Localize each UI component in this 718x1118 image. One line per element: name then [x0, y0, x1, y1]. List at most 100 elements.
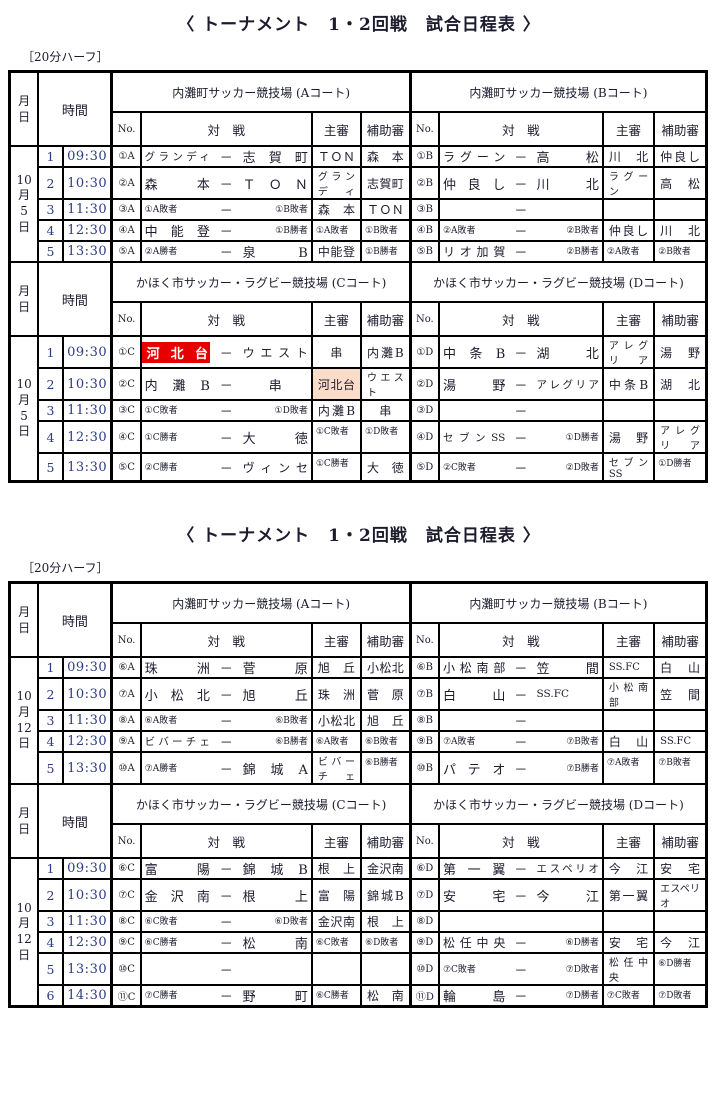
court-right-referee: ②A敗者	[602, 240, 656, 263]
court-left-match-cell: 森本 － ＴＯＮ	[140, 166, 313, 200]
court-right-assistant-referee: 安宅	[653, 857, 708, 880]
away-team-name: ②D敗者	[565, 462, 599, 473]
away-team: ⑥B敗者	[243, 712, 310, 729]
match-box: 森本 － ＴＯＮ	[142, 174, 310, 193]
court-right-match-no: ⑨D	[408, 931, 440, 954]
home-team: 中条B	[440, 343, 505, 362]
header-row-venues: 月日時間 内灘町サッカー競技場 (Aコート) 内灘町サッカー競技場 (Bコート)	[8, 581, 708, 658]
court-right-match-cell: ラグーン － 高松	[438, 145, 604, 168]
match-header: 対 戦	[140, 301, 313, 337]
referee-header: 主審	[311, 111, 363, 147]
match-box: ②C勝者 － ヴィンセ	[142, 458, 310, 477]
match-row: 5 13:30 ⑩A ⑦A勝者－錦城A ビバーチェ ⑥B勝者 ⑩B パテオ－ ⑦B勝者 ⑦A敗者 ⑦…	[10, 751, 708, 785]
vs-dash: －	[219, 405, 233, 420]
court-left-assistant-referee: 金沢南	[360, 857, 412, 880]
away-team-name: ②B敗者	[566, 226, 599, 236]
court-right-assistant-referee	[653, 198, 708, 221]
away-team: ①B勝者	[243, 222, 310, 239]
home-team-name: 安宅	[442, 889, 506, 905]
home-team	[142, 960, 210, 979]
kickoff-time: 12:30	[62, 931, 113, 954]
court-right-referee: SS.FC	[602, 656, 656, 679]
match-row: 2 10:30 ⑦A 小松北 － 旭丘 珠洲 菅原 ⑦B 白山 － SS.FC 小松南部 笠間	[10, 677, 708, 711]
court-right-referee: 今江	[602, 857, 656, 880]
away-team	[537, 201, 601, 218]
home-team-name: 中条B	[442, 346, 506, 362]
away-team: ⑦B敗者	[537, 733, 601, 750]
court-right-match-no: ③D	[408, 399, 440, 422]
match-box: 珠洲 － 菅原	[142, 659, 310, 676]
match-row: 10 月 5 日 1 09:30 ①A グランディ－志賀町 ＴＯＮ 森本 ①B ラグーン－高松 川北 仲良…	[8, 145, 708, 263]
court-left-referee: 河北台	[311, 367, 363, 401]
date-line: 5	[20, 204, 28, 218]
match-box: 富陽 － 錦城B	[142, 860, 310, 877]
court-right-match-no: ⑤B	[408, 240, 440, 263]
court-right-referee: ⑦A敗者	[602, 751, 656, 785]
court-left-referee: ＴＯＮ	[311, 145, 363, 168]
court-left-referee: 旭丘	[311, 656, 363, 679]
court-right-match-cell: セブンSS － ①D勝者	[438, 420, 604, 454]
kickoff-time: 13:30	[62, 952, 113, 986]
kickoff-time: 11:30	[62, 399, 113, 422]
court-left-assistant-referee: 串	[360, 399, 412, 422]
match-box: ①A敗者 － ①B敗者	[142, 201, 310, 218]
date-line: 日	[18, 219, 31, 234]
header-row-columns: No. 対 戦主審 補助審 No. 対 戦主審 補助審	[10, 823, 708, 859]
match-row: 3 11:30 ③A ①A敗者 － ①B敗者 森本 ＴＯＮ ③B －	[10, 198, 708, 221]
match-box: パテオ － ⑦B勝者	[440, 759, 601, 778]
court-left-referee: ⑥A敗者	[311, 730, 363, 753]
kickoff-time: 10:30	[62, 878, 113, 912]
match-box: ⑥C勝者 － 松南	[142, 934, 310, 952]
court-left-match-no: ③A	[110, 198, 142, 221]
vs-dash: －	[514, 937, 528, 952]
court-left-referee: ⑥C敗者	[311, 931, 363, 954]
home-team: ⑦A勝者	[142, 759, 210, 778]
row-number: 3	[37, 910, 64, 933]
vs-dash: －	[514, 461, 528, 477]
home-team-name: ②C敗者	[442, 462, 476, 473]
court-left-assistant-referee: 大徳	[360, 452, 412, 483]
vs-dash: －	[514, 688, 528, 704]
court-right-assistant-referee	[653, 399, 708, 422]
row-number: 1	[37, 857, 64, 880]
away-team: 大徳	[243, 428, 310, 447]
away-team-name: 松南	[242, 937, 308, 952]
away-team	[537, 402, 601, 419]
away-team: ⑦D勝者	[537, 987, 601, 1005]
court-right-assistant-referee: エスペリオ	[653, 878, 708, 912]
home-team: 白山	[440, 685, 505, 704]
kickoff-time: 09:30	[62, 335, 113, 369]
home-team: 内灘B	[142, 375, 210, 394]
home-team: 珠洲	[142, 659, 210, 676]
vs-dash: －	[514, 963, 528, 979]
away-team	[537, 712, 601, 729]
home-team-name: ラグーン	[442, 150, 506, 164]
court-right-referee	[602, 198, 656, 221]
away-team: ②D敗者	[537, 458, 601, 477]
home-team-name: 中能登	[144, 225, 210, 240]
vs-dash: －	[219, 246, 233, 261]
home-team-name: ⑦A敗者	[442, 737, 476, 747]
header-row-columns: No. 対 戦主審 補助審 No. 対 戦主審 補助審	[10, 301, 708, 337]
match-box: －	[440, 201, 601, 218]
away-team: 今江	[537, 886, 601, 905]
home-team-name: ビバーチェ	[144, 736, 210, 748]
court-right-match-cell: 小松南部 － 笠間	[438, 656, 604, 679]
match-box: 安宅 － 今江	[440, 886, 601, 905]
court-right-assistant-referee: ②B敗者	[653, 240, 708, 263]
match-box: －	[142, 960, 310, 979]
court-left-match-cell: 河北台 － ウエスト	[140, 335, 313, 369]
match-row: 2 10:30 ②C 内灘B － 串 河北台 ウエスト ②D 湯野 － アレグリア 中条B 湖北	[10, 367, 708, 401]
home-team: ①C勝者	[142, 428, 210, 447]
match-row: 5 13:30 ⑤A ②A勝者 － 泉B 中能登 ①B勝者 ⑤B リオ加賀 － ②B勝者 ②A敗者 ②B敗…	[10, 240, 708, 263]
home-team: 湯野	[440, 375, 505, 394]
month-day-line: 月	[18, 283, 31, 298]
match-box: 白山 － SS.FC	[440, 685, 601, 704]
away-team-name: アレグリア	[536, 378, 599, 391]
away-team: ウエスト	[243, 342, 310, 363]
away-team: 湖北	[537, 343, 601, 362]
court-left-match-no: ⑪C	[110, 984, 142, 1008]
kickoff-time: 09:30	[62, 145, 113, 168]
court-right-assistant-referee	[653, 910, 708, 933]
vs-dash: －	[514, 736, 528, 751]
